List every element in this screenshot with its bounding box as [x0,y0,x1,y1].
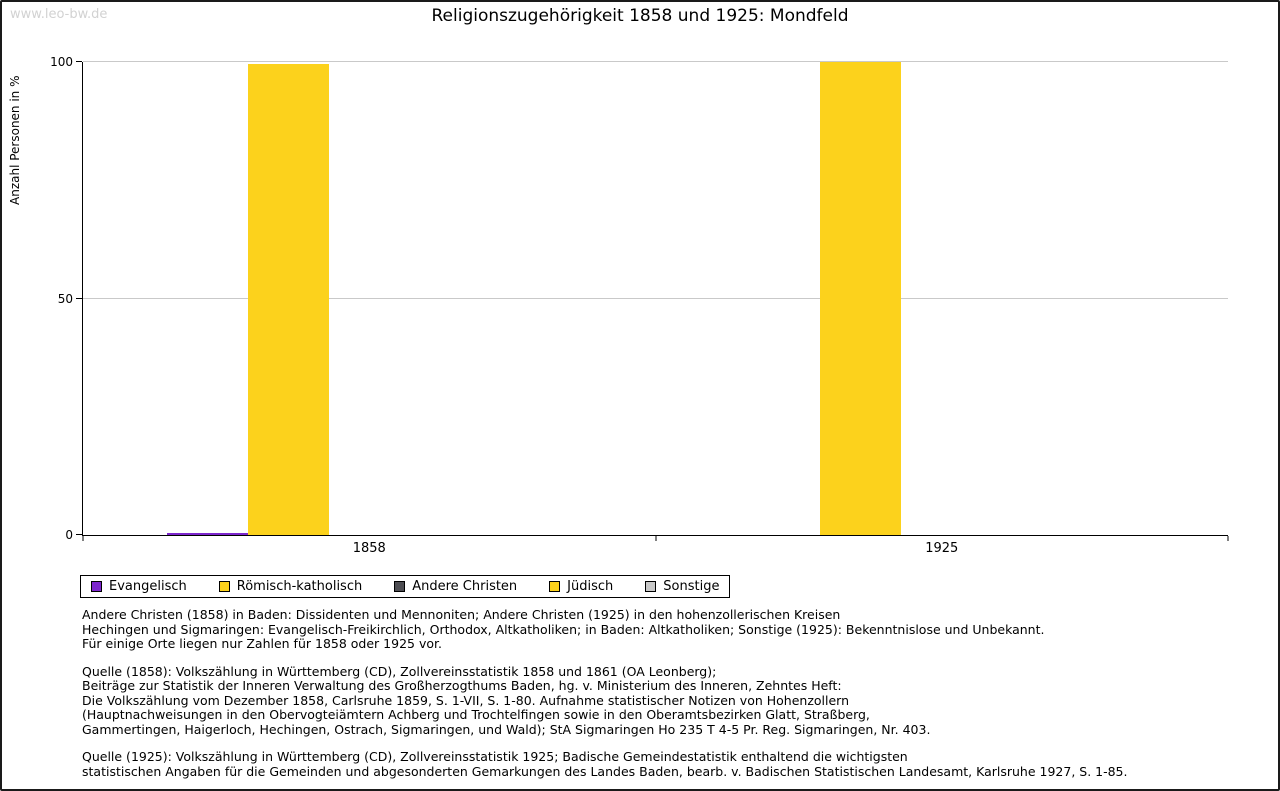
x-axis-tick-1 [655,536,656,541]
y-tick-label-50: 50 [57,291,73,306]
legend-item-r-misch-katholisch: Römisch-katholisch [218,579,363,594]
legend-label-r-misch-katholisch: Römisch-katholisch [236,579,363,594]
legend-swatch-evangelisch [91,581,102,592]
legend-item-j-disch: Jüdisch [549,579,613,594]
plot-area: 0 50 100 1858 1925 [50,56,1229,556]
bar-group-1925: 1925 [656,62,1229,556]
bar-group-1858: 1858 [83,62,656,556]
y-axis-tick-0 [76,534,82,535]
gridline-50 [83,297,1228,299]
y-axis-tick-50 [76,297,82,299]
x-axis-tick-0 [82,536,84,541]
footnote-definitions: Andere Christen (1858) in Baden: Disside… [82,607,1045,651]
x-tick-label-1858: 1858 [352,541,386,556]
legend-swatch-andere-christen [394,581,406,592]
y-axis-title: Anzahl Personen in % [8,75,22,205]
y-axis-tick-100 [76,61,82,62]
legend: Evangelisch Römisch-katholisch Andere Chri… [80,575,731,598]
gridline-100 [83,61,1228,62]
legend-label-sonstige: Sonstige [663,579,720,594]
chart-title: Religionszugehörigkeit 1858 und 1925: Mo… [431,6,849,26]
legend-label-andere-christen: Andere Christen [412,579,518,594]
legend-item-evangelisch: Evangelisch [91,579,187,594]
legend-item-sonstige: Sonstige [645,579,719,594]
legend-item-andere-christen: Andere Christen [394,579,517,594]
y-tick-label-0: 0 [65,528,73,542]
y-tick-label-100: 100 [50,55,73,69]
legend-label-j-disch: Jüdisch [567,579,614,594]
bar-r-misch-katholisch-1925 [820,62,902,535]
watermark: www.leo-bw.de [10,7,108,22]
footnote-source-1858: Quelle (1858): Volkszählung in Württembe… [82,663,931,737]
footnote-source-1925: Quelle (1925): Volkszählung in Württembe… [82,749,1128,779]
legend-label-evangelisch: Evangelisch [109,579,187,594]
legend-swatch-j-disch [549,581,561,592]
bar-r-misch-katholisch-1858 [247,64,329,535]
x-axis-tick-2 [1227,536,1229,541]
footnotes: Andere Christen (1858) in Baden: Disside… [82,607,1248,789]
legend-swatch-r-misch-katholisch [218,581,230,592]
x-tick-label-1925: 1925 [925,541,959,556]
legend-swatch-sonstige [645,581,657,592]
bar-evangelisch-1858 [166,532,248,535]
